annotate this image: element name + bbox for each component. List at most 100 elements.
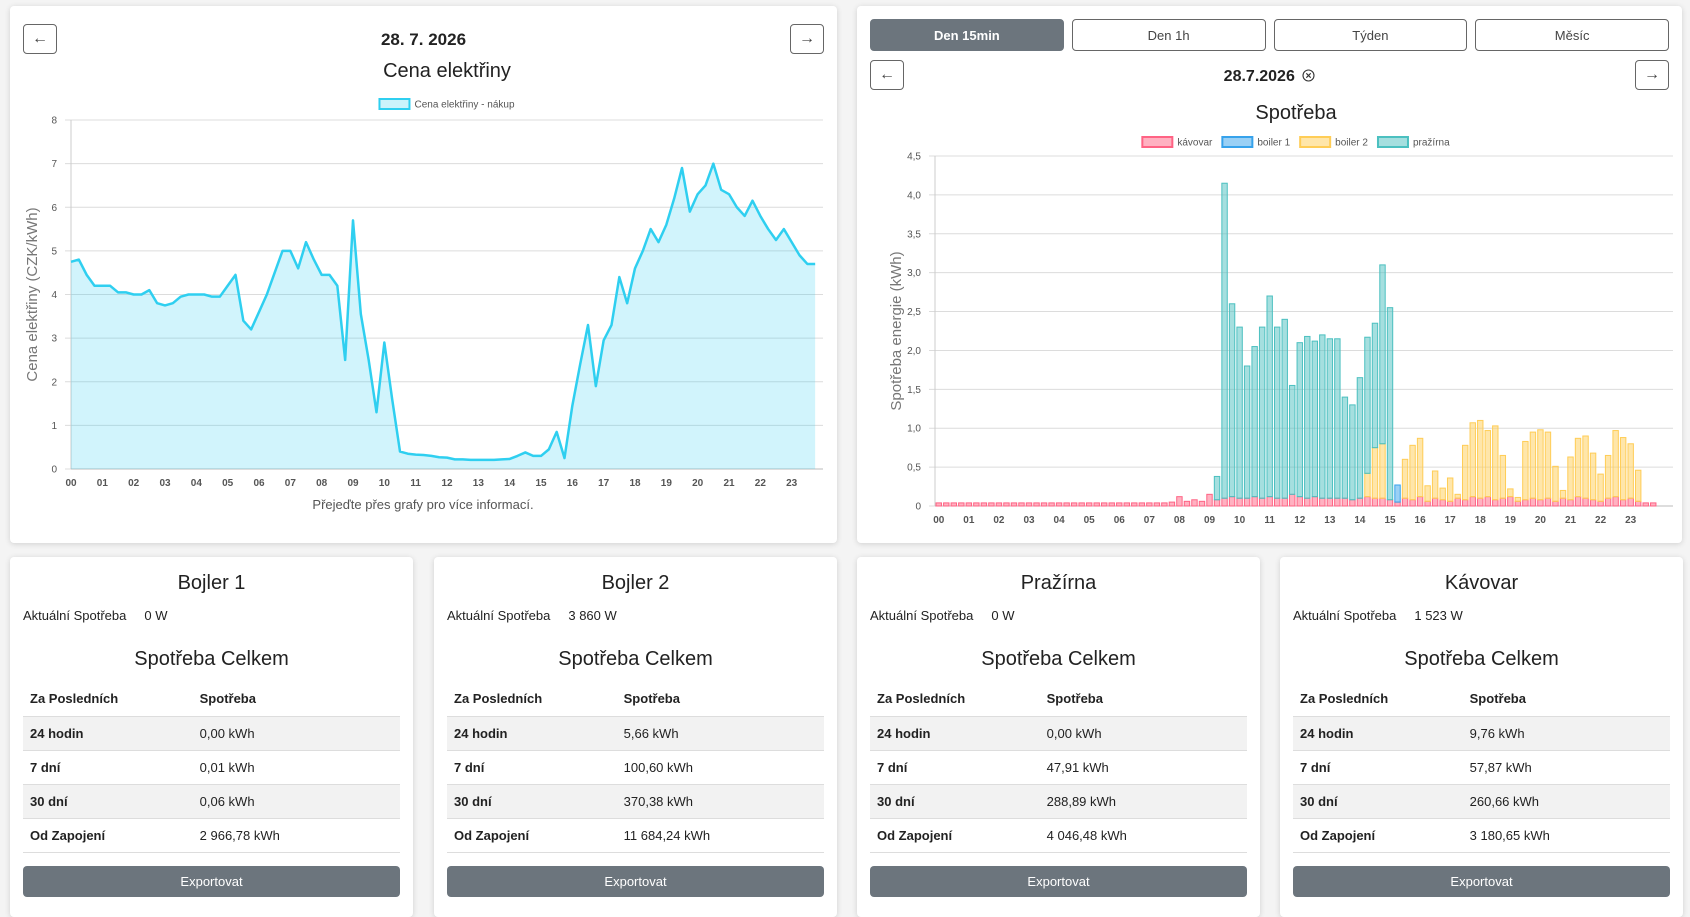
export-button[interactable]: Exportovat	[1293, 865, 1670, 897]
legend-swatch	[1221, 136, 1254, 148]
table-cell: 0,00 kWh	[1039, 716, 1247, 751]
card-title: Kávovar	[1444, 572, 1519, 594]
tab[interactable]: Den 15min	[870, 19, 1064, 51]
bar	[1364, 336, 1371, 474]
table-row: Od Zapojení 3 180,65 kWh	[1293, 818, 1670, 853]
bar	[1597, 473, 1604, 502]
y-tick-label: 4	[51, 290, 57, 301]
prev-button[interactable]: ←	[870, 60, 904, 90]
legend: Cena elektřiny - nákup	[378, 98, 515, 111]
bar	[1484, 496, 1491, 507]
current-value: 1 523 W	[1414, 608, 1463, 623]
x-tick-label: 08	[1174, 515, 1186, 526]
header-cell: Spotřeba	[192, 682, 400, 717]
table-row: Od Zapojení 2 966,78 kWh	[23, 818, 400, 853]
bar	[1258, 326, 1266, 499]
table-row: 24 hodin 9,76 kWh	[1293, 716, 1670, 751]
usage-table: Za Posledních Spotřeba 24 hodin 0,00 kWh 7 d…	[870, 682, 1247, 853]
tab[interactable]: Týden	[1273, 19, 1468, 51]
bar	[1364, 496, 1371, 507]
bar	[1492, 499, 1499, 507]
bar	[1304, 497, 1311, 507]
tab[interactable]: Měsíc	[1475, 19, 1669, 51]
header-cell: Spotřeba	[1039, 682, 1247, 717]
table-cell: 7 dní	[1293, 750, 1463, 785]
bar	[1371, 447, 1379, 499]
bar	[1311, 340, 1319, 498]
bar	[1409, 499, 1416, 507]
bar	[1296, 496, 1303, 507]
table-row: 24 hodin 5,66 kWh	[447, 716, 824, 751]
bar	[1477, 497, 1484, 507]
bar	[1604, 497, 1612, 507]
bar	[1334, 338, 1341, 499]
x-tick-label: 17	[598, 478, 610, 489]
x-tick-label: 18	[1475, 515, 1487, 526]
bar	[965, 502, 973, 507]
x-tick-label: 19	[1505, 515, 1517, 526]
legend-swatch	[1299, 136, 1332, 148]
bar	[1296, 342, 1303, 498]
clear-icon[interactable]	[1302, 69, 1315, 82]
x-tick-label: 22	[755, 478, 767, 489]
bar	[943, 502, 950, 507]
card: Bojler 1 Aktuální Spotřeba 0 W Spotřeba Cel…	[10, 557, 413, 917]
bar	[1619, 499, 1627, 507]
bar	[1499, 497, 1507, 507]
export-button[interactable]: Exportovat	[447, 865, 824, 897]
bar	[1266, 496, 1273, 507]
tab[interactable]: Den 1h	[1071, 19, 1266, 51]
bar	[1273, 497, 1281, 507]
bar	[1416, 437, 1424, 498]
bar	[1529, 431, 1537, 499]
bar	[1334, 497, 1341, 507]
consumption-chart: Spotřeba kávovar boiler 1 boiler 2 pražírna S…	[888, 102, 1673, 526]
x-tick-label: 11	[1264, 515, 1275, 526]
bar	[1168, 501, 1176, 507]
bar	[1552, 500, 1559, 507]
table-cell: 30 dní	[870, 784, 1040, 819]
bar	[1559, 489, 1567, 499]
bar	[1514, 496, 1522, 502]
bar	[1386, 499, 1394, 507]
x-tick-label: 14	[1354, 515, 1366, 526]
bar	[1010, 502, 1018, 507]
x-tick-label: 13	[1324, 515, 1336, 526]
bar	[1559, 497, 1567, 507]
legend-label: kávovar	[1177, 138, 1213, 149]
y-tick-label: 3,5	[907, 229, 921, 240]
chart-title: Spotřeba	[1255, 102, 1337, 124]
bar	[1454, 493, 1461, 499]
bar	[1289, 493, 1296, 507]
bar	[1101, 502, 1108, 507]
bar	[1522, 440, 1529, 501]
date-row: 28.7.2026	[857, 68, 1682, 86]
legend-swatch	[1376, 136, 1409, 148]
next-button[interactable]: →	[1635, 60, 1669, 90]
bar	[1176, 496, 1183, 507]
bar	[1198, 500, 1206, 507]
y-tick-label: 5	[51, 246, 57, 257]
bar	[1221, 497, 1228, 507]
table-cell: 7 dní	[23, 750, 193, 785]
bar	[1326, 338, 1334, 499]
bar	[1394, 501, 1401, 507]
table-cell: 57,87 kWh	[1462, 750, 1670, 785]
x-tick-label: 06	[1114, 515, 1126, 526]
export-button[interactable]: Exportovat	[23, 865, 400, 897]
x-tick-label: 07	[285, 478, 297, 489]
bar	[1409, 444, 1416, 501]
x-tick-label: 14	[504, 478, 516, 489]
x-tick-label: 19	[661, 478, 673, 489]
header-cell: Za Posledních	[870, 682, 1040, 717]
prev-button[interactable]: ←	[23, 24, 57, 54]
export-button[interactable]: Exportovat	[870, 865, 1247, 897]
next-button[interactable]: →	[790, 24, 824, 54]
bar	[1507, 488, 1514, 498]
bar	[1213, 499, 1221, 507]
x-tick-label: 08	[316, 478, 328, 489]
bar	[1477, 419, 1484, 499]
x-tick-label: 16	[1415, 515, 1427, 526]
bar	[950, 502, 958, 507]
bar	[1085, 502, 1093, 507]
